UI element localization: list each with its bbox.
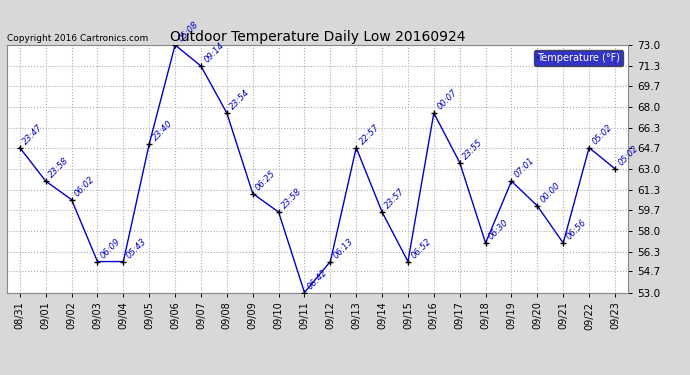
Text: 07:01: 07:01: [513, 156, 536, 180]
Text: 23:47: 23:47: [21, 123, 45, 146]
Text: 23:40: 23:40: [150, 119, 174, 142]
Text: 06:09: 06:09: [99, 237, 122, 260]
Text: 06:42: 06:42: [306, 267, 329, 291]
Text: 22:57: 22:57: [357, 123, 381, 146]
Text: 06:56: 06:56: [564, 218, 588, 242]
Text: 05:02: 05:02: [616, 144, 640, 167]
Text: 23:54: 23:54: [228, 88, 252, 112]
Text: 05:02: 05:02: [591, 123, 614, 146]
Text: 06:52: 06:52: [409, 237, 433, 260]
Text: 06:13: 06:13: [332, 237, 355, 260]
Text: 06:25: 06:25: [254, 168, 277, 192]
Text: 23:58: 23:58: [47, 156, 70, 180]
Text: Copyright 2016 Cartronics.com: Copyright 2016 Cartronics.com: [7, 33, 148, 42]
Text: 23:57: 23:57: [384, 187, 407, 211]
Text: 09:14: 09:14: [202, 41, 226, 64]
Text: 06:30: 06:30: [487, 218, 511, 242]
Text: 06:02: 06:02: [73, 175, 97, 198]
Title: Outdoor Temperature Daily Low 20160924: Outdoor Temperature Daily Low 20160924: [170, 30, 465, 44]
Text: 23:58: 23:58: [280, 187, 304, 211]
Text: 00:07: 00:07: [435, 88, 459, 112]
Text: 00:00: 00:00: [539, 181, 562, 204]
Text: 05:43: 05:43: [125, 237, 148, 260]
Text: 05:08: 05:08: [177, 20, 200, 44]
Text: 23:55: 23:55: [461, 138, 484, 161]
Legend: Temperature (°F): Temperature (°F): [534, 50, 623, 66]
